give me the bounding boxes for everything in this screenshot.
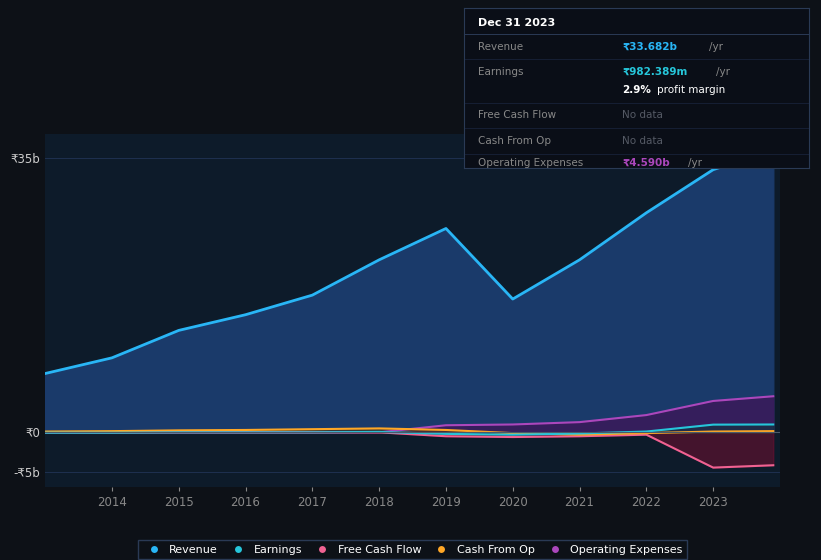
Text: ₹982.389m: ₹982.389m: [622, 67, 688, 77]
Text: Earnings: Earnings: [478, 67, 523, 77]
Text: Cash From Op: Cash From Op: [478, 136, 551, 146]
Text: profit margin: profit margin: [657, 85, 725, 95]
Text: /yr: /yr: [688, 158, 702, 168]
Text: No data: No data: [622, 136, 663, 146]
Text: Dec 31 2023: Dec 31 2023: [478, 18, 555, 28]
Text: ₹4.590b: ₹4.590b: [622, 158, 670, 168]
Text: No data: No data: [622, 110, 663, 120]
Legend: Revenue, Earnings, Free Cash Flow, Cash From Op, Operating Expenses: Revenue, Earnings, Free Cash Flow, Cash …: [138, 540, 687, 559]
Text: Revenue: Revenue: [478, 41, 523, 52]
Text: ₹33.682b: ₹33.682b: [622, 41, 677, 52]
Text: Free Cash Flow: Free Cash Flow: [478, 110, 556, 120]
Text: 2.9%: 2.9%: [622, 85, 651, 95]
Text: /yr: /yr: [709, 41, 722, 52]
Text: Operating Expenses: Operating Expenses: [478, 158, 583, 168]
Text: /yr: /yr: [716, 67, 730, 77]
